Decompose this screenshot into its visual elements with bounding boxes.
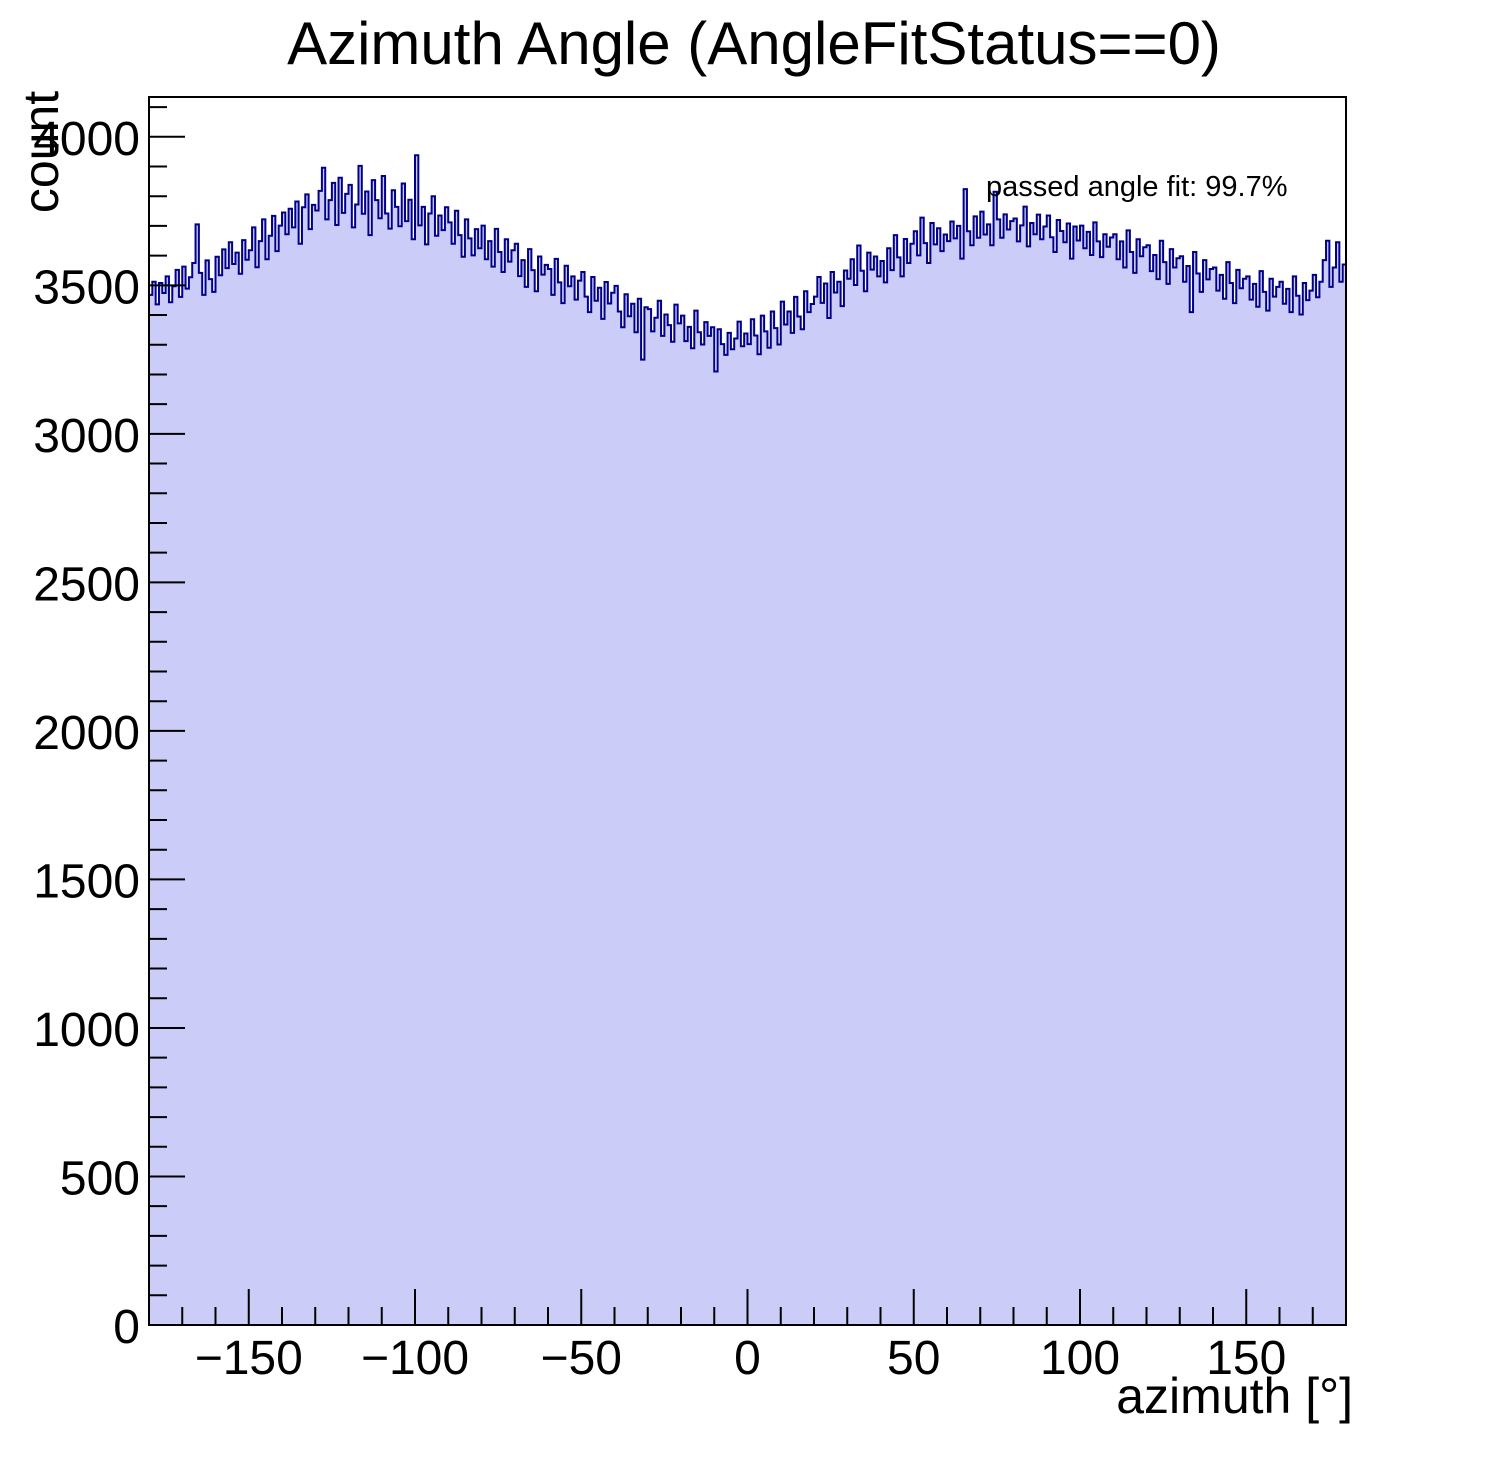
x-tick-label: 0	[734, 1332, 761, 1385]
y-tick-label: 3000	[33, 410, 140, 463]
histogram-fill	[149, 155, 1346, 1326]
y-tick-label: 3500	[33, 261, 140, 314]
y-tick-label: 2000	[33, 707, 140, 760]
y-tick-label: 500	[60, 1152, 140, 1205]
tick-marks-layer	[149, 106, 1314, 1326]
y-tick-label: 1000	[33, 1004, 140, 1057]
y-tick-label: 2500	[33, 558, 140, 611]
x-tick-label: −50	[541, 1332, 622, 1385]
histogram-outline	[149, 154, 1346, 373]
y-axis-title: count	[13, 91, 69, 213]
y-tick-label: 1500	[33, 855, 140, 908]
histogram-layer	[149, 154, 1346, 1326]
chart-title: Azimuth Angle (AngleFitStatus==0)	[287, 10, 1221, 77]
x-tick-label: −100	[361, 1332, 469, 1385]
x-tick-label: 150	[1206, 1332, 1286, 1385]
y-tick-label: 4000	[33, 113, 140, 166]
passed-fit-annotation: passed angle fit: 99.7%	[986, 171, 1287, 203]
y-tick-label: 0	[113, 1301, 140, 1354]
x-tick-label: −150	[195, 1332, 303, 1385]
x-axis-title: azimuth [°]	[1116, 1368, 1353, 1424]
x-tick-label: 100	[1040, 1332, 1120, 1385]
x-tick-label: 50	[887, 1332, 940, 1385]
tick-labels-layer: −150 −100 −50 0 50 100 15005001000150020002500…	[33, 113, 1286, 1385]
